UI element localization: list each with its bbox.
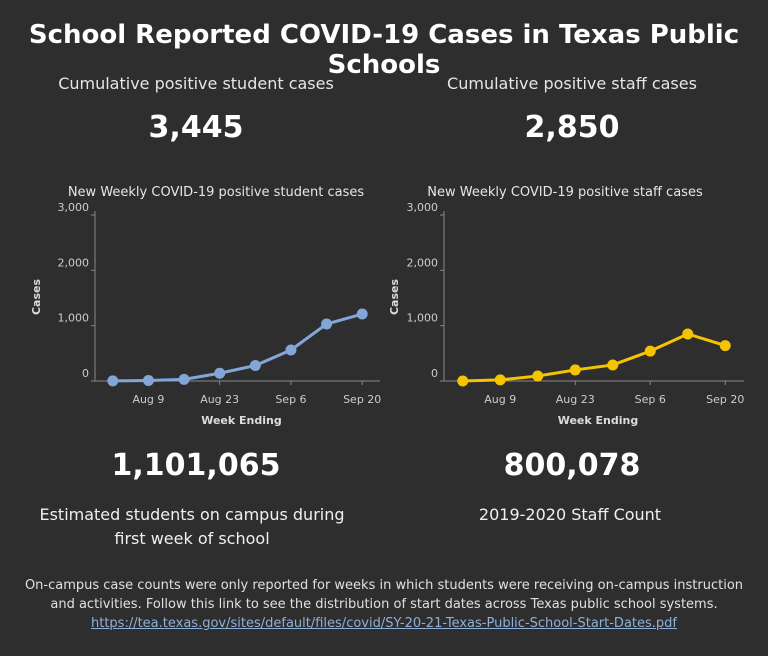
y-axis-label: Cases bbox=[388, 279, 401, 316]
point bbox=[321, 318, 333, 330]
point bbox=[644, 345, 656, 357]
point bbox=[249, 360, 261, 372]
stat-value: 1,101,065 bbox=[111, 448, 281, 483]
point bbox=[682, 328, 694, 340]
footer: On-campus case counts were only reported… bbox=[20, 576, 748, 633]
x-tick-label: Sep 20 bbox=[343, 393, 381, 406]
stat-label: Cumulative positive student cases bbox=[58, 74, 334, 93]
point bbox=[142, 374, 154, 386]
y-tick-label: 1,000 bbox=[407, 312, 439, 325]
point bbox=[457, 375, 469, 387]
stat-label: Cumulative positive staff cases bbox=[447, 74, 697, 93]
point bbox=[569, 364, 581, 376]
charts: New Weekly COVID-19 positive student cas… bbox=[30, 185, 744, 427]
stat-value: 2,850 bbox=[524, 110, 620, 145]
y-tick-label: 3,000 bbox=[58, 201, 90, 214]
y-tick-label: 0 bbox=[431, 367, 438, 380]
x-tick-label: Aug 9 bbox=[132, 393, 164, 406]
line bbox=[112, 312, 363, 383]
stat-label: Estimated students on campus during firs… bbox=[39, 505, 345, 548]
point bbox=[107, 375, 119, 387]
y-tick-label: 1,000 bbox=[58, 312, 90, 325]
point bbox=[285, 344, 297, 356]
stat-value: 3,445 bbox=[148, 110, 244, 145]
x-tick-label: Sep 6 bbox=[635, 393, 666, 406]
point bbox=[719, 340, 731, 352]
page-title: School Reported COVID-19 Cases in Texas … bbox=[28, 20, 740, 80]
point bbox=[532, 370, 544, 382]
point bbox=[494, 374, 506, 386]
footer-link[interactable]: https://tea.texas.gov/sites/default/file… bbox=[90, 616, 677, 631]
y-tick-label: 2,000 bbox=[58, 256, 90, 269]
x-tick-label: Aug 9 bbox=[484, 393, 516, 406]
x-axis-label: Week Ending bbox=[201, 414, 282, 427]
chart-title: New Weekly COVID-19 positive staff cases bbox=[427, 185, 703, 200]
x-tick-label: Sep 6 bbox=[275, 393, 306, 406]
x-tick-label: Sep 20 bbox=[706, 393, 744, 406]
y-tick-label: 3,000 bbox=[407, 201, 439, 214]
x-tick-label: Aug 23 bbox=[200, 393, 239, 406]
point bbox=[214, 367, 226, 379]
point bbox=[178, 373, 190, 385]
point bbox=[607, 359, 619, 371]
chart-title: New Weekly COVID-19 positive student cas… bbox=[68, 185, 365, 200]
stat-value: 800,078 bbox=[503, 448, 641, 483]
footer-text: On-campus case counts were only reported… bbox=[24, 578, 744, 612]
y-tick-label: 0 bbox=[82, 367, 89, 380]
point bbox=[356, 308, 368, 320]
y-tick-label: 2,000 bbox=[407, 256, 439, 269]
line bbox=[462, 332, 726, 383]
x-tick-label: Aug 23 bbox=[556, 393, 595, 406]
stat-label: 2019-2020 Staff Count bbox=[478, 505, 662, 524]
y-axis-label: Cases bbox=[30, 279, 43, 316]
x-axis-label: Week Ending bbox=[558, 414, 639, 427]
